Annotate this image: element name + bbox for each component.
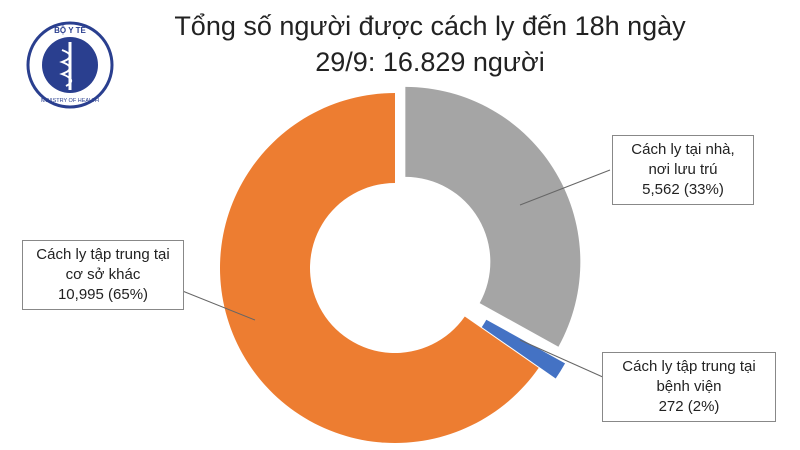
logo: BỘ Y TẾ MINISTRY OF HEALTH bbox=[26, 21, 114, 109]
data-label: Cách ly tập trung tại cơ sở khác 10,995 (… bbox=[22, 240, 184, 310]
data-label: Cách ly tại nhà, nơi lưu trú 5,562 (33%) bbox=[612, 135, 754, 205]
data-label: Cách ly tập trung tại bệnh viện 272 (2%) bbox=[602, 352, 776, 422]
category-name: Cách ly tập trung tại bệnh viện bbox=[622, 358, 756, 395]
leader-line bbox=[179, 289, 256, 321]
donut-slice bbox=[405, 86, 581, 347]
value-label: 272 (2%) bbox=[658, 398, 720, 415]
category-name: Cách ly tại nhà, nơi lưu trú bbox=[631, 141, 735, 178]
leader-line bbox=[519, 339, 606, 379]
donut-slice bbox=[481, 319, 566, 379]
value-label: 5,562 (33%) bbox=[642, 181, 724, 198]
leaders bbox=[179, 169, 611, 379]
leader-line bbox=[519, 169, 611, 206]
category-name: Cách ly tập trung tại cơ sở khác bbox=[36, 246, 170, 283]
chart-title: Tổng số người được cách ly đến 18h ngày … bbox=[174, 11, 686, 77]
logo-top: BỘ Y TẾ bbox=[54, 25, 86, 35]
donut-slice bbox=[220, 93, 539, 443]
logo-snake bbox=[59, 49, 73, 87]
logo-bottom: MINISTRY OF HEALTH bbox=[41, 98, 99, 104]
value-label: 10,995 (65%) bbox=[57, 286, 149, 303]
